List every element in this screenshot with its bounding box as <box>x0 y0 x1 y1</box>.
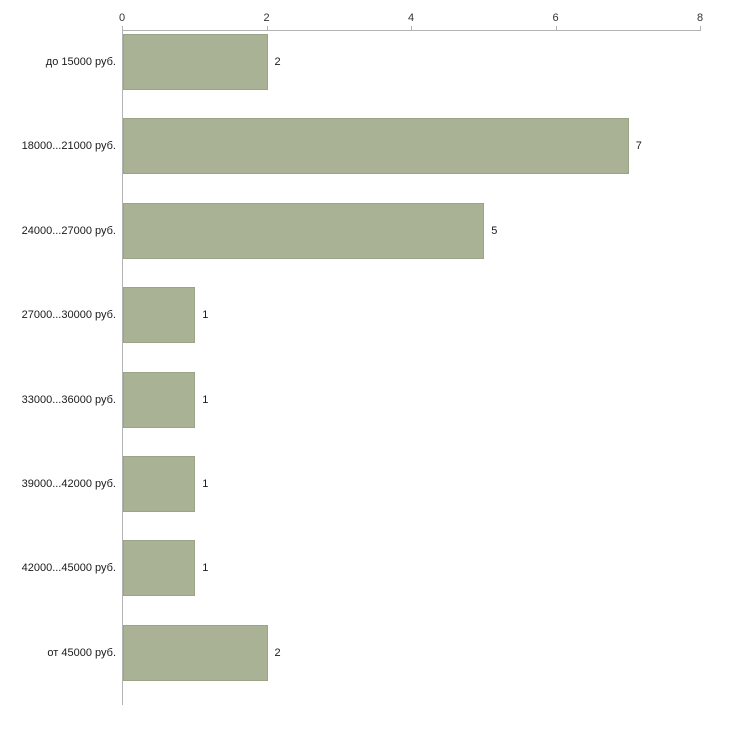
category-label: 33000...36000 руб. <box>21 393 116 406</box>
category-label: 42000...45000 руб. <box>21 562 116 575</box>
bar-row: 42000...45000 руб. 1 <box>0 536 730 620</box>
value-label: 1 <box>202 309 209 322</box>
category-label: 18000...21000 руб. <box>21 140 116 153</box>
x-tick-mark <box>266 26 268 30</box>
x-tick-label: 4 <box>407 12 415 24</box>
x-tick-label: 2 <box>263 12 270 24</box>
value-label: 7 <box>635 140 642 153</box>
value-label: 1 <box>202 477 209 490</box>
x-axis-line <box>122 30 701 31</box>
bar-row: 24000...27000 руб. 5 <box>0 199 730 283</box>
bar-row: 39000...42000 руб. 1 <box>0 452 730 536</box>
category-label: от 45000 руб. <box>47 646 116 659</box>
x-tick-label: 6 <box>552 12 559 24</box>
bar-row: до 15000 руб. 2 <box>0 30 730 114</box>
x-tick-mark <box>411 26 412 30</box>
value-label: 2 <box>274 646 281 659</box>
bar <box>123 371 196 428</box>
category-label: 24000...27000 руб. <box>21 224 116 237</box>
bar <box>123 624 268 681</box>
bar <box>123 34 268 90</box>
category-label: до 15000 руб. <box>45 56 116 68</box>
bars-container: до 15000 руб. 2 18000...21000 руб. 7 24000..… <box>0 30 730 705</box>
value-label: 1 <box>202 393 209 406</box>
bar-row: 18000...21000 руб. 7 <box>0 114 730 198</box>
bar <box>123 540 196 597</box>
bar <box>123 455 196 512</box>
x-tick-label: 0 <box>118 12 126 24</box>
bar <box>123 202 485 259</box>
bar-row: 27000...30000 руб. 1 <box>0 283 730 367</box>
bar <box>123 118 629 175</box>
x-tick-mark <box>700 26 701 30</box>
value-label: 5 <box>491 224 498 237</box>
bar-row: от 45000 руб. 2 <box>0 621 730 705</box>
value-label: 1 <box>202 562 209 575</box>
x-tick-mark <box>122 26 123 30</box>
x-tick-label: 8 <box>696 12 704 24</box>
x-tick-mark <box>555 26 557 30</box>
category-label: 39000...42000 руб. <box>21 477 116 490</box>
category-label: 27000...30000 руб. <box>21 309 116 322</box>
bar-row: 33000...36000 руб. 1 <box>0 368 730 452</box>
y-axis-line <box>122 30 123 705</box>
bar <box>123 287 196 344</box>
value-label: 2 <box>274 56 281 68</box>
